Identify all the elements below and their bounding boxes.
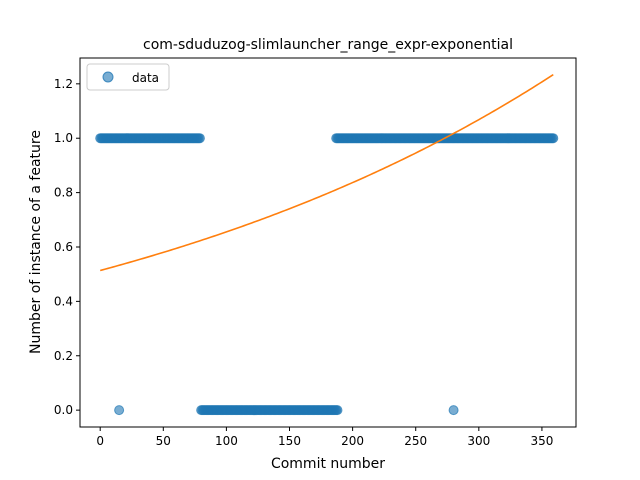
x-tick-label: 50 xyxy=(156,434,171,448)
legend-box xyxy=(86,63,170,91)
y-tick-label: 0.4 xyxy=(54,294,73,308)
x-tick-label: 150 xyxy=(278,434,301,448)
y-tick-label: 1.0 xyxy=(54,131,73,145)
x-tick-label: 250 xyxy=(404,434,427,448)
legend-marker xyxy=(102,71,114,83)
x-tick-label: 350 xyxy=(530,434,553,448)
data-point xyxy=(448,405,459,416)
plot-area xyxy=(95,73,559,416)
y-tick-label: 0.2 xyxy=(54,349,73,363)
x-tick-label: 300 xyxy=(467,434,490,448)
x-tick-label: 100 xyxy=(215,434,238,448)
x-tick-label: 200 xyxy=(341,434,364,448)
legend-entry-data: data xyxy=(132,71,159,85)
x-tick-label: 0 xyxy=(96,434,104,448)
x-axis-label: Commit number xyxy=(271,456,385,472)
x-axis-ticks: 0 50 100 150 200 250 300 350 xyxy=(96,427,553,448)
chart-title: com-sduduzog-slimlauncher_range_expr-exp… xyxy=(143,37,513,53)
data-point xyxy=(332,405,343,416)
y-tick-label: 0.8 xyxy=(54,186,73,200)
data-point xyxy=(548,133,559,144)
fit-line xyxy=(99,73,554,272)
axes-frame xyxy=(79,57,577,428)
data-point xyxy=(114,405,125,416)
y-axis-ticks: 0.0 0.2 0.4 0.6 0.8 1.0 1.2 xyxy=(54,77,80,417)
y-tick-label: 0.0 xyxy=(54,403,73,417)
y-tick-label: 0.6 xyxy=(54,240,73,254)
y-tick-label: 1.2 xyxy=(54,77,73,91)
y-axis-label: Number of instance of a feature xyxy=(28,130,44,354)
data-point xyxy=(194,133,205,144)
legend: data xyxy=(86,63,170,91)
